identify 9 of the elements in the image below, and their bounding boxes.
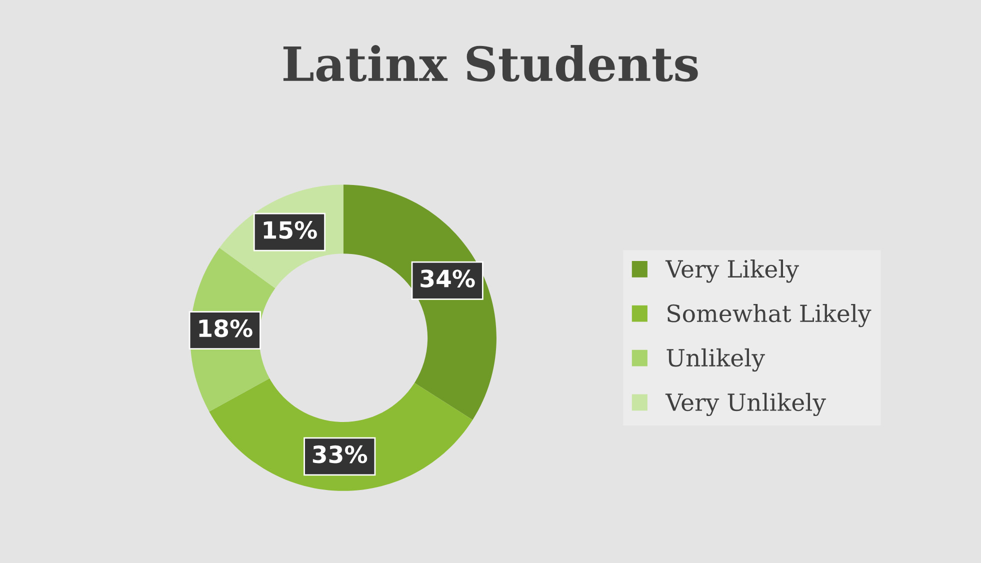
data-label: 34% (420, 270, 475, 288)
data-label: 15% (264, 221, 317, 239)
chart-title: Latinx Students (283, 45, 698, 82)
legend-label: Somewhat Likely (668, 304, 872, 328)
data-label: 33% (312, 445, 368, 464)
legend-label: Very Likely (665, 260, 799, 283)
legend-label: Unlikely (666, 348, 765, 372)
legend-label: Very Unlikely (665, 392, 826, 416)
data-label: 18% (199, 319, 252, 338)
